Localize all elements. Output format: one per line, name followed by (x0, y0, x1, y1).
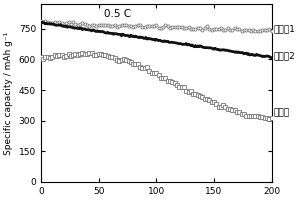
Y-axis label: Specific capacity / mAh g⁻¹: Specific capacity / mAh g⁻¹ (4, 31, 13, 155)
Text: 实施例2: 实施例2 (274, 52, 296, 61)
Text: 对比例: 对比例 (274, 108, 290, 117)
Text: 实施例1: 实施例1 (274, 25, 296, 34)
Text: 0.5 C: 0.5 C (104, 9, 131, 19)
